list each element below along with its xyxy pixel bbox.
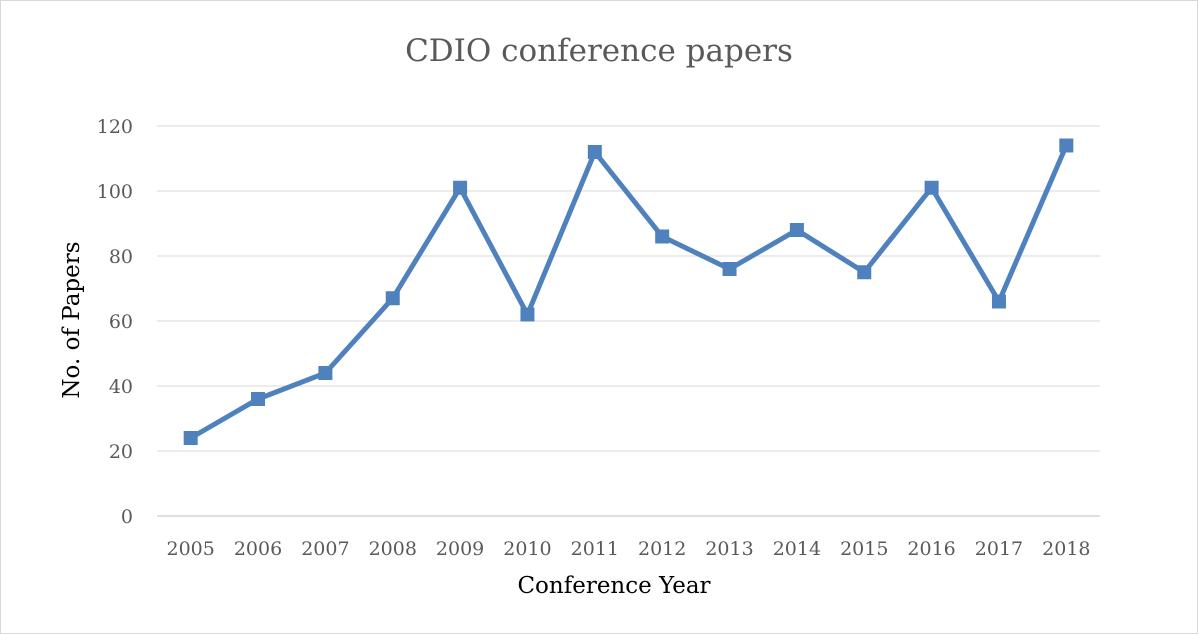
series-line — [183, 138, 1074, 445]
data-point-marker — [924, 180, 939, 195]
data-point-marker — [183, 431, 198, 445]
data-point-marker — [385, 291, 400, 306]
y-tick-label: 80 — [109, 246, 133, 268]
y-axis-ticks: 0 20 40 60 80 100 120 — [97, 116, 133, 528]
y-tick-label: 100 — [97, 181, 133, 203]
data-point-marker — [251, 392, 266, 406]
y-axis-label: No. of Papers — [59, 241, 85, 398]
x-tick-label: 2006 — [234, 538, 282, 560]
data-point-marker — [1059, 138, 1074, 153]
x-tick-label: 2016 — [907, 538, 955, 560]
x-tick-label: 2012 — [638, 538, 686, 560]
series-line-path — [188, 143, 1069, 441]
chart-title: CDIO conference papers — [405, 33, 793, 69]
data-point-marker — [587, 145, 602, 159]
data-point-marker — [318, 366, 333, 380]
y-tick-label: 60 — [109, 311, 133, 333]
data-point-marker — [655, 229, 670, 244]
x-tick-label: 2009 — [436, 538, 484, 560]
x-tick-label: 2018 — [1042, 538, 1090, 560]
x-axis-ticks: 2005 2006 2007 2008 2009 2010 2011 2012 2013 2014… — [166, 538, 1090, 560]
x-axis-label: Conference Year — [517, 573, 710, 599]
x-tick-label: 2015 — [840, 538, 888, 560]
data-point-marker — [520, 307, 535, 322]
y-tick-label: 120 — [97, 116, 133, 138]
x-tick-label: 2005 — [166, 538, 214, 560]
data-point-marker — [722, 262, 737, 276]
y-tick-label: 40 — [109, 376, 133, 398]
x-tick-label: 2013 — [705, 538, 753, 560]
x-tick-label: 2010 — [503, 538, 551, 560]
gridlines — [157, 125, 1100, 517]
x-tick-label: 2011 — [571, 538, 619, 560]
data-point-marker — [991, 294, 1006, 309]
x-tick-label: 2008 — [369, 538, 417, 560]
x-tick-label: 2007 — [301, 538, 349, 560]
y-tick-label: 20 — [109, 441, 133, 463]
data-point-marker — [857, 265, 872, 280]
x-tick-label: 2017 — [975, 538, 1023, 560]
y-tick-label: 0 — [121, 506, 133, 528]
data-point-marker — [789, 223, 804, 237]
x-tick-label: 2014 — [773, 538, 821, 560]
data-point-marker — [453, 180, 468, 195]
